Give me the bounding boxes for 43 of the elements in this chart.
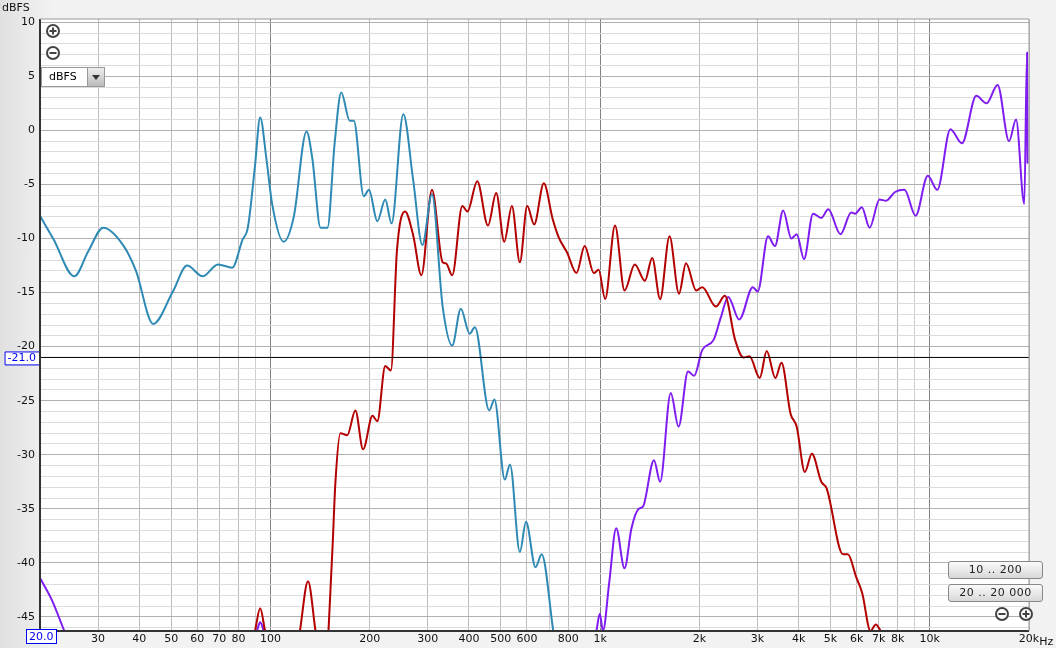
y-tick-label: -5 bbox=[24, 177, 35, 191]
annotation: dBFS bbox=[48, 70, 77, 83]
x-tick-label: 8k bbox=[891, 632, 906, 646]
button: 20 .. 20 000 bbox=[948, 584, 1043, 602]
dropdown: dBFS bbox=[41, 67, 105, 87]
x-tick-label: 50 bbox=[164, 632, 179, 646]
x-tick-label: 7k bbox=[872, 632, 887, 646]
y-tick-label: -45 bbox=[17, 609, 35, 623]
x-tick-label: 20k bbox=[1018, 632, 1040, 646]
y-tick-label: -10 bbox=[17, 231, 35, 245]
x-tick-label: 60 bbox=[190, 632, 205, 646]
x-tick-label: 3k bbox=[750, 632, 765, 646]
x-tick-label: 40 bbox=[132, 632, 147, 646]
y-tick-label: 5 bbox=[28, 69, 35, 83]
x-tick-label: 800 bbox=[557, 632, 579, 646]
x-tick-label: 200 bbox=[359, 632, 381, 646]
y-tick-label: -15 bbox=[17, 285, 35, 299]
x-tick-label: 30 bbox=[91, 632, 106, 646]
annotation: 20.0 bbox=[26, 629, 57, 644]
x-tick-label: 70 bbox=[212, 632, 227, 646]
x-tick-label: 100 bbox=[259, 632, 281, 646]
y-tick-label: 0 bbox=[28, 123, 35, 137]
y-tick-label: -30 bbox=[17, 447, 35, 461]
x-tick-label: 10k bbox=[919, 632, 941, 646]
x-tick-label: 2k bbox=[692, 632, 707, 646]
x-tick-label: 400 bbox=[458, 632, 480, 646]
y-axis-title: dBFS bbox=[2, 1, 30, 14]
x-tick-label: 1k bbox=[593, 632, 608, 646]
button: 10 .. 200 bbox=[948, 561, 1043, 579]
y-tick-label: -25 bbox=[17, 393, 35, 407]
x-tick-label: 300 bbox=[417, 632, 439, 646]
x-tick-label: 4k bbox=[791, 632, 806, 646]
x-tick-label: 600 bbox=[516, 632, 538, 646]
y-tick-label: 10 bbox=[21, 15, 35, 29]
x-tick-label: 6k bbox=[849, 632, 864, 646]
y-tick-label: -40 bbox=[17, 555, 35, 569]
y-tick-label: -20 bbox=[17, 339, 35, 353]
x-tick-label: 80 bbox=[231, 632, 246, 646]
y-tick-label: -35 bbox=[17, 501, 35, 515]
x-tick-label: 5k bbox=[823, 632, 838, 646]
x-axis-title: Hz bbox=[1039, 634, 1054, 648]
x-tick-label: 500 bbox=[490, 632, 512, 646]
ref-line-label: -21.0 bbox=[7, 351, 36, 365]
